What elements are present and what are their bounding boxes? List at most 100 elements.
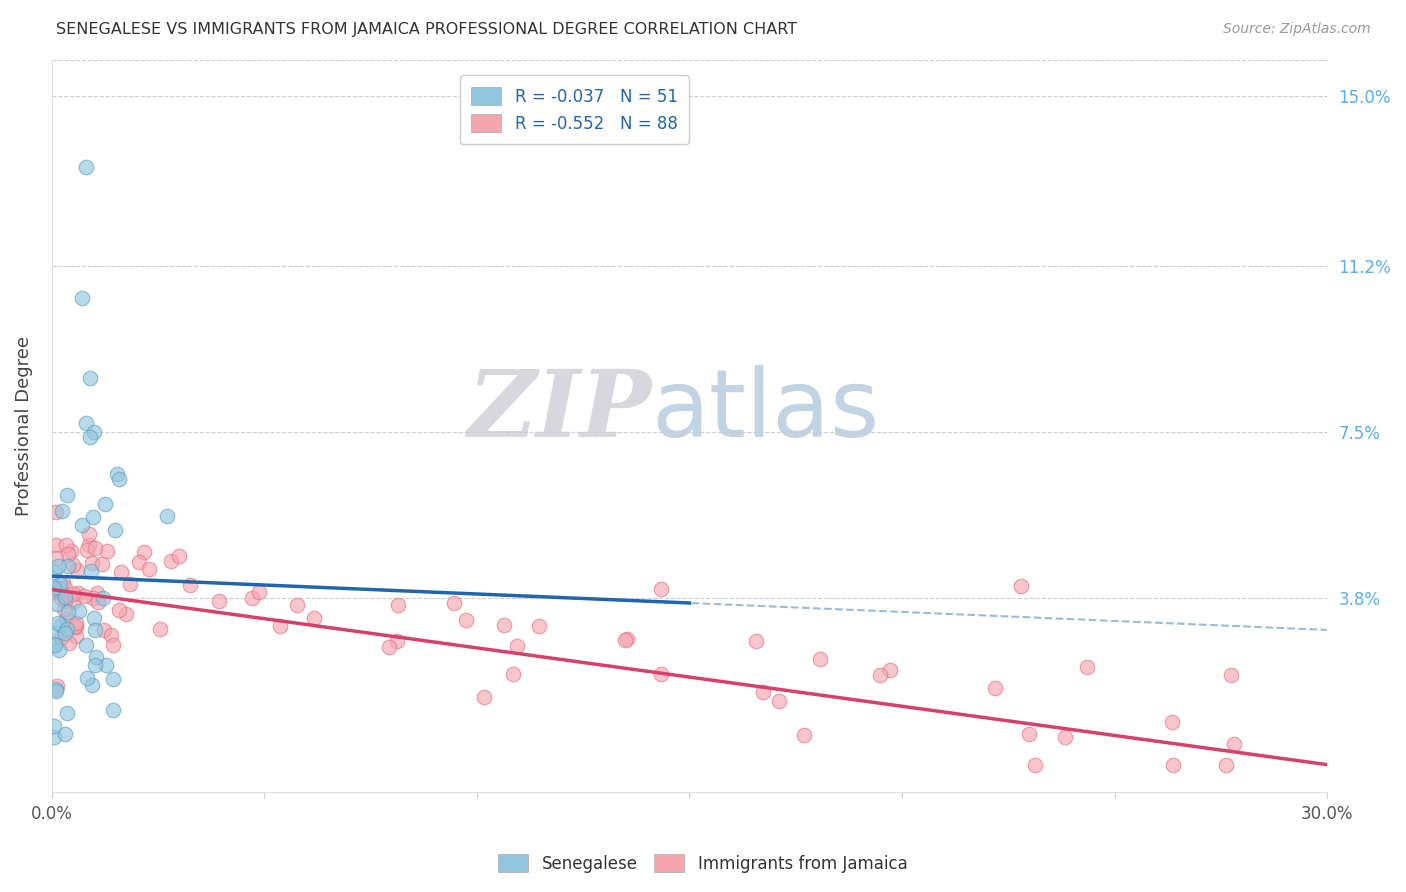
Point <box>745 633 768 648</box>
Point <box>443 596 465 610</box>
Text: atlas: atlas <box>651 365 879 457</box>
Point <box>1076 660 1098 674</box>
Point <box>115 607 138 622</box>
Point <box>86 586 108 600</box>
Point <box>76 542 98 557</box>
Point <box>242 591 264 605</box>
Point <box>506 639 529 653</box>
Point <box>60 544 83 558</box>
Point <box>48 585 70 599</box>
Point <box>52 575 75 590</box>
Point <box>42 730 65 744</box>
Point <box>752 684 775 698</box>
Point <box>56 558 79 573</box>
Point <box>1161 715 1184 730</box>
Point <box>472 690 495 705</box>
Point <box>70 518 93 533</box>
Text: ZIP: ZIP <box>467 366 651 456</box>
Legend: Senegalese, Immigrants from Jamaica: Senegalese, Immigrants from Jamaica <box>492 847 914 880</box>
Point <box>45 681 67 696</box>
Point <box>51 504 73 518</box>
Point <box>67 586 90 600</box>
Point <box>103 703 125 717</box>
Point <box>82 509 104 524</box>
Point <box>48 581 70 595</box>
Point <box>94 658 117 673</box>
Point <box>1010 579 1032 593</box>
Point <box>62 594 84 608</box>
Point <box>269 619 291 633</box>
Point <box>62 587 84 601</box>
Point <box>42 637 65 651</box>
Point <box>70 291 93 305</box>
Point <box>83 624 105 638</box>
Point <box>45 679 67 693</box>
Point <box>75 638 97 652</box>
Point <box>65 620 87 634</box>
Point <box>101 638 124 652</box>
Point <box>91 591 114 606</box>
Point <box>79 430 101 444</box>
Point <box>96 544 118 558</box>
Point <box>118 577 141 591</box>
Point <box>810 651 832 665</box>
Point <box>94 497 117 511</box>
Point <box>456 613 478 627</box>
Point <box>869 668 891 682</box>
Point <box>49 591 72 606</box>
Point <box>45 597 67 611</box>
Point <box>159 554 181 568</box>
Point <box>82 591 104 606</box>
Point <box>56 488 79 502</box>
Point <box>494 618 516 632</box>
Point <box>179 578 201 592</box>
Point <box>80 678 103 692</box>
Point <box>793 728 815 742</box>
Point <box>93 624 115 638</box>
Point <box>208 594 231 608</box>
Point <box>247 584 270 599</box>
Point <box>65 629 87 643</box>
Point <box>1053 731 1076 745</box>
Point <box>44 719 66 733</box>
Point <box>103 672 125 686</box>
Point <box>378 640 401 654</box>
Point <box>45 505 67 519</box>
Point <box>52 601 75 615</box>
Point <box>55 594 77 608</box>
Point <box>83 657 105 672</box>
Point <box>110 565 132 579</box>
Point <box>879 664 901 678</box>
Point <box>67 604 90 618</box>
Point <box>100 628 122 642</box>
Point <box>155 508 177 523</box>
Point <box>108 472 131 486</box>
Point <box>66 563 89 577</box>
Point <box>46 559 69 574</box>
Point <box>56 706 79 720</box>
Point <box>1219 668 1241 682</box>
Point <box>1024 757 1046 772</box>
Point <box>51 618 73 632</box>
Point <box>53 625 76 640</box>
Point <box>304 611 326 625</box>
Point <box>65 615 87 630</box>
Point <box>48 577 70 591</box>
Point <box>45 538 67 552</box>
Point <box>77 527 100 541</box>
Point <box>62 558 84 572</box>
Point <box>45 683 67 698</box>
Point <box>167 549 190 563</box>
Point <box>108 602 131 616</box>
Point <box>80 556 103 570</box>
Text: SENEGALESE VS IMMIGRANTS FROM JAMAICA PROFESSIONAL DEGREE CORRELATION CHART: SENEGALESE VS IMMIGRANTS FROM JAMAICA PR… <box>56 22 797 37</box>
Point <box>387 634 409 648</box>
Point <box>44 638 66 652</box>
Point <box>650 582 672 597</box>
Point <box>80 565 103 579</box>
Point <box>77 538 100 552</box>
Point <box>768 694 790 708</box>
Point <box>44 565 66 579</box>
Point <box>63 619 86 633</box>
Point <box>1215 757 1237 772</box>
